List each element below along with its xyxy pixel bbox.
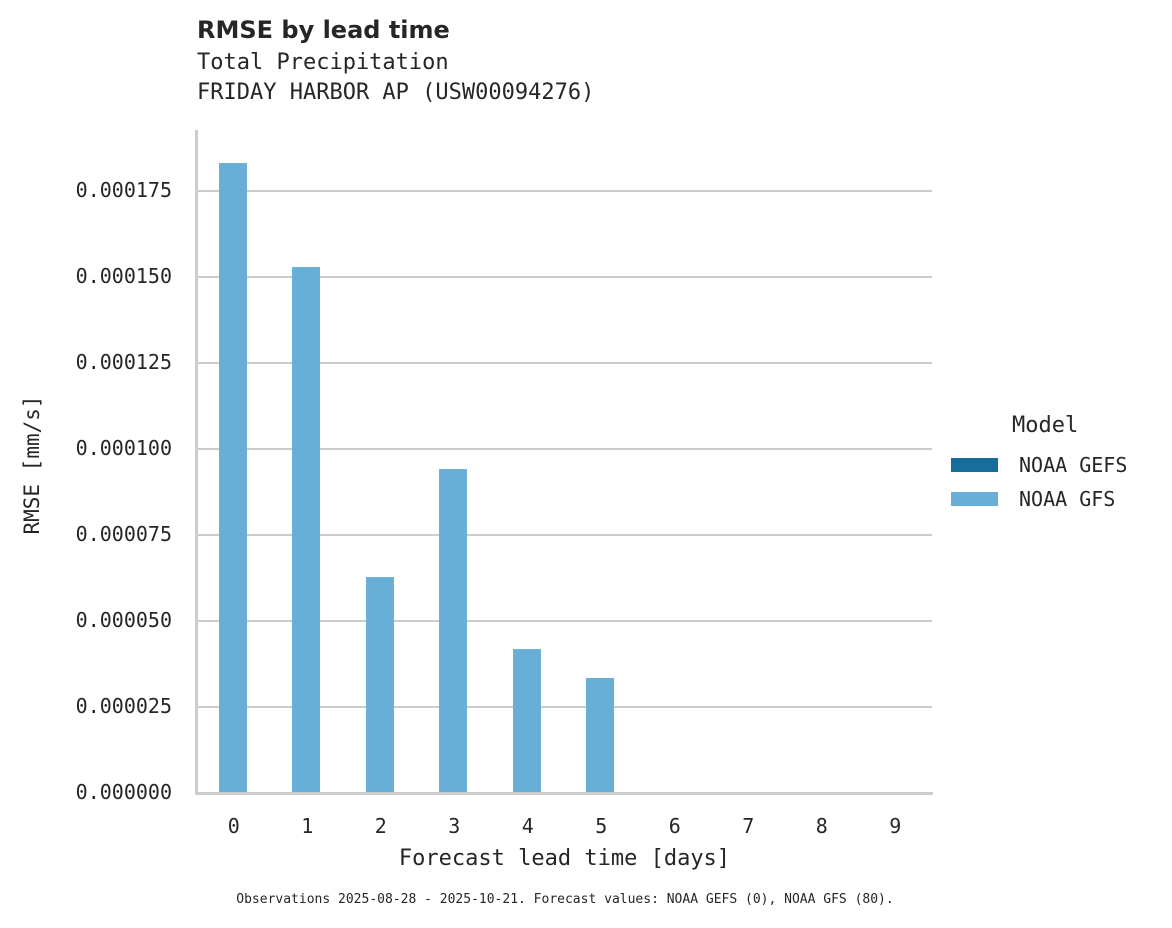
- x-tick-label: 4: [521, 814, 534, 838]
- gridline: [197, 620, 932, 622]
- x-tick-label: 3: [448, 814, 461, 838]
- y-tick-label: 0.000175: [75, 178, 172, 202]
- legend-title: Model: [1012, 413, 1079, 438]
- chart-subtitle-station: FRIDAY HARBOR AP (USW00094276): [197, 80, 595, 105]
- y-tick-label: 0.000150: [75, 264, 172, 288]
- bar-noaa-gfs-day-3: [439, 468, 468, 793]
- legend-swatch-icon: [951, 492, 998, 506]
- chart-subtitle-variable: Total Precipitation: [197, 50, 449, 75]
- chart-title: RMSE by lead time: [197, 16, 450, 44]
- legend-item-noaa-gfs: NOAA GFS: [951, 487, 1115, 511]
- x-axis-label: Forecast lead time [days]: [398, 846, 731, 871]
- x-tick-label: 2: [374, 814, 387, 838]
- y-tick-label: 0.000100: [75, 436, 172, 460]
- gridline: [197, 706, 932, 708]
- y-tick-label: 0.000050: [75, 608, 172, 632]
- gridline: [197, 190, 932, 192]
- y-tick-label: 0.000075: [75, 522, 172, 546]
- x-tick-label: 0: [227, 814, 240, 838]
- bar-noaa-gfs-day-4: [512, 648, 541, 793]
- bar-noaa-gfs-day-1: [292, 266, 321, 793]
- gridline: [197, 534, 932, 536]
- bar-noaa-gfs-day-5: [586, 678, 615, 793]
- bar-noaa-gfs-day-0: [218, 163, 247, 793]
- gridline: [197, 448, 932, 450]
- legend-label: NOAA GFS: [1019, 487, 1116, 511]
- legend-item-noaa-gefs: NOAA GEFS: [951, 453, 1127, 477]
- x-tick-label: 6: [668, 814, 681, 838]
- y-axis-line: [195, 130, 198, 795]
- y-axis-label: RMSE [mm/s]: [20, 395, 44, 535]
- x-axis-line: [195, 792, 933, 795]
- y-tick-label: 0.000025: [75, 694, 172, 718]
- bar-noaa-gfs-day-2: [365, 576, 394, 793]
- legend-swatch-icon: [951, 458, 998, 472]
- footer-note: Observations 2025-08-28 - 2025-10-21. Fo…: [236, 892, 894, 907]
- x-tick-label: 7: [742, 814, 755, 838]
- x-tick-label: 5: [595, 814, 608, 838]
- y-tick-label: 0.000000: [75, 780, 172, 804]
- x-tick-label: 1: [301, 814, 314, 838]
- x-tick-label: 8: [815, 814, 828, 838]
- gridline: [197, 276, 932, 278]
- gridline: [197, 362, 932, 364]
- legend-label: NOAA GEFS: [1019, 453, 1128, 477]
- y-tick-label: 0.000125: [75, 350, 172, 374]
- x-tick-label: 9: [889, 814, 902, 838]
